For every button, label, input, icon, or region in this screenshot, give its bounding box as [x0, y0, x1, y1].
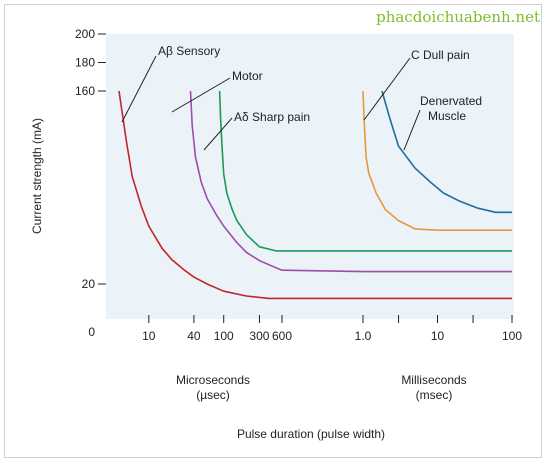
x-tick-label: 10 — [142, 329, 156, 343]
plot-area — [106, 34, 514, 319]
y-tick-label: 200 — [75, 27, 95, 41]
series-line-1 — [189, 90, 512, 273]
leader-denervated — [403, 109, 421, 151]
x-group-milliseconds-unit: (msec) — [416, 388, 453, 402]
x-tick-label: 100 — [502, 329, 522, 343]
leader-motor — [171, 77, 231, 113]
x-tick-label: 300 — [249, 329, 269, 343]
leader-ab-sensory — [121, 55, 157, 123]
y-tick-label: 180 — [75, 56, 95, 70]
series-line-2 — [218, 90, 512, 252]
label-denervated: Denervated — [420, 94, 482, 108]
series-line-0 — [118, 90, 512, 300]
x-group-milliseconds: Milliseconds — [401, 373, 466, 387]
x-axis-ticks: 10 40 100 300 600 1.0 10 100 — [142, 315, 522, 343]
y-tick-label: 160 — [75, 84, 95, 98]
figure-frame — [4, 4, 542, 458]
y-tick-label: 20 — [82, 277, 96, 291]
leader-lines — [121, 55, 421, 151]
label-muscle: Muscle — [428, 109, 466, 123]
y-axis-title: Current strength (mA) — [30, 118, 44, 234]
x-tick-label: 10 — [431, 329, 445, 343]
series-line-4 — [381, 90, 512, 214]
series-line-3 — [362, 90, 512, 231]
watermark: phacdoichuabenh.net — [376, 8, 540, 26]
leader-ad-sharp — [203, 117, 233, 151]
x-group-microseconds-unit: (µsec) — [196, 388, 230, 402]
label-ab-sensory: Aβ Sensory — [158, 44, 220, 58]
label-motor: Motor — [232, 69, 263, 83]
label-ad-sharp-pain: Aδ Sharp pain — [234, 110, 310, 124]
x-axis-title: Pulse duration (pulse width) — [237, 427, 385, 441]
curve-labels: Aβ Sensory Motor Aδ Sharp pain C Dull pa… — [158, 44, 482, 124]
x-tick-label: 1.0 — [355, 329, 372, 343]
leader-c-dull — [363, 57, 411, 121]
label-c-dull-pain: C Dull pain — [411, 48, 470, 62]
x-tick-label: 40 — [187, 329, 201, 343]
series-layer — [118, 90, 512, 300]
x-group-labels: Microseconds (µsec) Milliseconds (msec) — [176, 373, 467, 402]
x-tick-label: 600 — [272, 329, 292, 343]
x-tick-label: 100 — [214, 329, 234, 343]
y-tick-label: 0 — [88, 325, 95, 339]
x-group-microseconds: Microseconds — [176, 373, 250, 387]
